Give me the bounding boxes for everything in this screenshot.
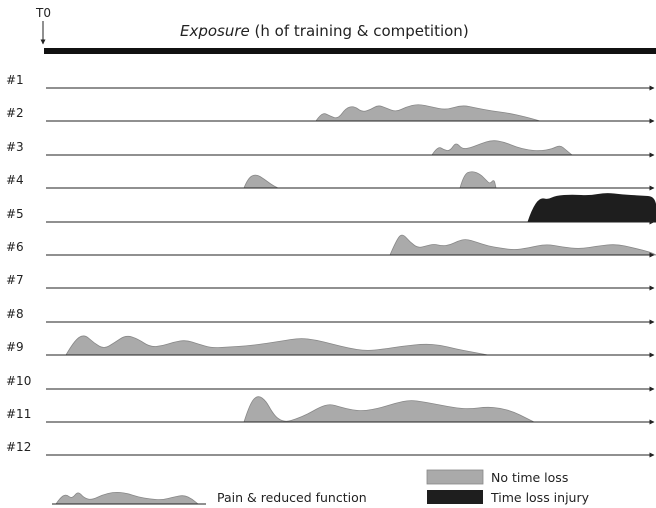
time-loss-episode [527, 193, 656, 223]
athlete-row: #8 [6, 307, 655, 325]
athlete-row: #11 [6, 396, 655, 425]
athlete-row: #10 [6, 374, 655, 392]
athlete-label: #11 [6, 407, 31, 421]
no-time-loss-episode [459, 171, 497, 189]
athlete-row: #7 [6, 273, 655, 291]
legend-swatch-no-time-loss [426, 469, 484, 485]
exposure-bar [44, 48, 656, 54]
athlete-label: #7 [6, 273, 24, 287]
athlete-label: #3 [6, 140, 24, 154]
athlete-label: #5 [6, 207, 24, 221]
athlete-label: #1 [6, 73, 24, 87]
legend-swatch-time-loss [427, 490, 483, 504]
legend-label-pain: Pain & reduced function [217, 490, 367, 505]
pain-legend-shape [55, 491, 200, 505]
athlete-row: #1 [6, 73, 655, 91]
athlete-row: #12 [6, 440, 655, 458]
athlete-rows: #1 #2 #3 #4 #5 #6 #7 #8 #9 #10 #11 #12 [6, 73, 656, 458]
no-time-loss-episode [389, 234, 656, 256]
athlete-row: #2 [6, 104, 655, 124]
no-time-loss-episode [243, 174, 279, 189]
t0-label: T0 [35, 6, 51, 20]
athlete-label: #12 [6, 440, 31, 454]
legend-label-time-loss: Time loss injury [490, 490, 590, 505]
no-time-loss-episode [431, 140, 574, 156]
athlete-label: #10 [6, 374, 31, 388]
athlete-label: #8 [6, 307, 24, 321]
legend-swatch-pain [52, 491, 206, 505]
athlete-row: #3 [6, 140, 655, 158]
athlete-label: #2 [6, 106, 24, 120]
legend: No time loss Time loss injury Pain & red… [52, 469, 590, 505]
athlete-label: #9 [6, 340, 24, 354]
athlete-label: #4 [6, 173, 24, 187]
legend-label-no-time-loss: No time loss [491, 470, 568, 485]
athlete-row: #4 [6, 171, 655, 191]
athlete-row: #5 [6, 193, 656, 225]
athlete-row: #9 [6, 335, 655, 358]
no-time-loss-episode [315, 104, 541, 122]
no-time-loss-episode [243, 396, 535, 423]
athlete-row: #6 [6, 234, 656, 258]
no-time-loss-episode [65, 335, 489, 356]
athlete-label: #6 [6, 240, 24, 254]
figure-title: Exposure (h of training & competition) [180, 22, 469, 40]
